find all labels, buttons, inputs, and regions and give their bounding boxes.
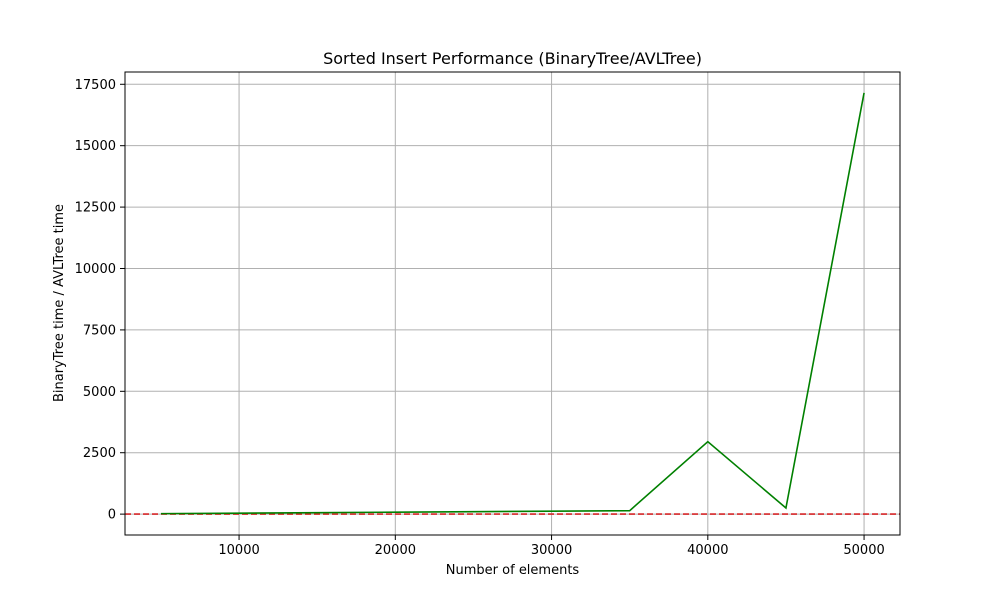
ticks-layer: 10000 20000 30000 40000 50000 0 2500 5000 7500 10…: [75, 78, 885, 558]
x-tick-label: 20000: [375, 543, 416, 558]
plot-frame: [124, 71, 901, 536]
x-tick-label: 30000: [531, 543, 572, 558]
y-axis-label: BinaryTree time / AVLTree time: [52, 204, 67, 402]
x-axis-label: Number of elements: [446, 563, 580, 578]
y-tick-label: 7500: [83, 323, 116, 338]
y-tick-label: 5000: [83, 385, 116, 400]
y-tick-label: 10000: [75, 262, 116, 277]
y-tick-label: 0: [108, 508, 116, 523]
y-tick-label: 12500: [75, 201, 116, 216]
y-tick-label: 15000: [75, 139, 116, 154]
series-layer: [160, 92, 865, 515]
x-tick-label: 10000: [218, 543, 259, 558]
x-tick-label: 50000: [843, 543, 884, 558]
x-tick-label: 40000: [687, 543, 728, 558]
chart-title: Sorted Insert Performance (BinaryTree/AV…: [323, 49, 702, 68]
series-line: [160, 92, 865, 515]
y-tick-label: 2500: [83, 446, 116, 461]
y-tick-label: 17500: [75, 78, 116, 93]
